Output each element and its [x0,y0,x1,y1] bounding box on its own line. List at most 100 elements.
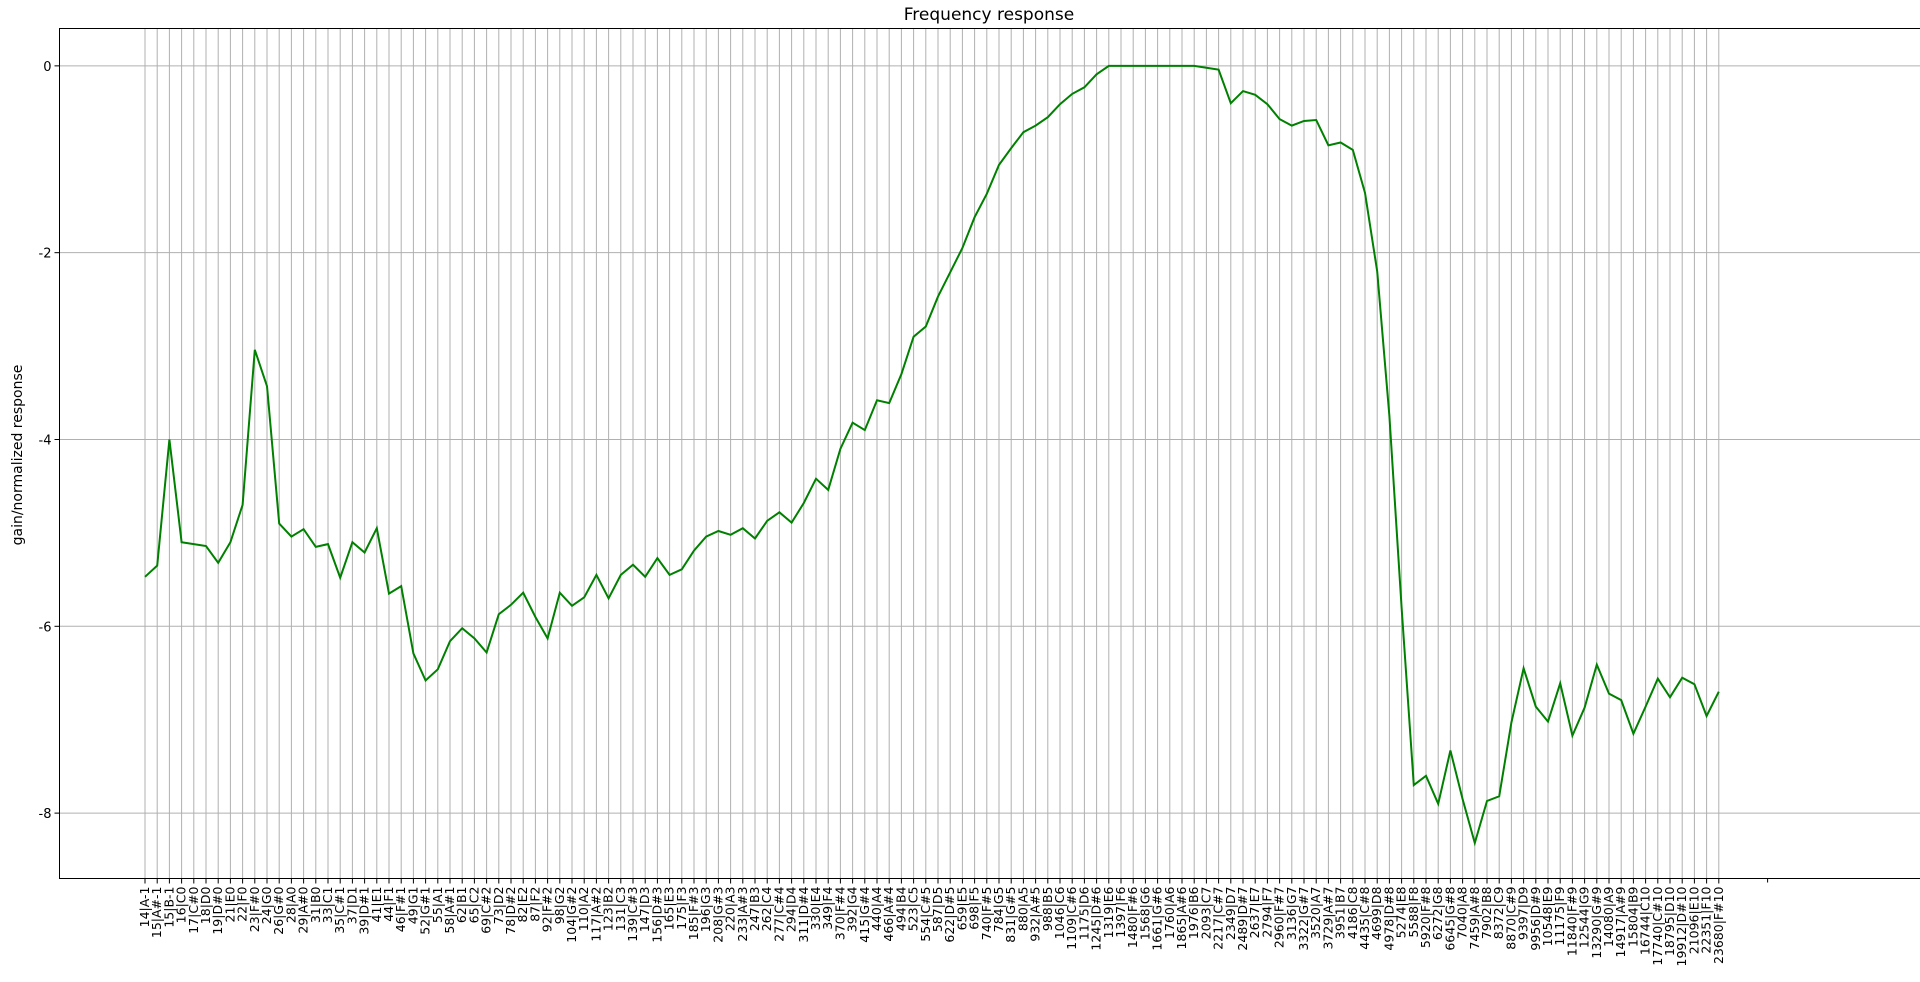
x-tick-label: 28|A0 [283,886,298,923]
y-tick-label: 0 [43,60,51,75]
x-tick-label: 5920|F#8 [1418,886,1433,948]
x-tick-label: 6645|G#8 [1442,886,1457,950]
x-tick-label: 18|D0 [198,886,213,924]
series-line [144,64,1720,847]
x-tick-label: 1865|A#6 [1174,886,1189,949]
x-tick-label: 22351|F10 [1699,886,1714,953]
x-tick-label: 494|B4 [893,886,908,931]
x-tick-label: 1760|A6 [1162,886,1177,939]
x-tick-label: 6272|G8 [1430,886,1445,940]
x-tick-label: 16|C0 [174,886,189,923]
x-tick-label: 39|D#1 [357,887,372,935]
x-tick-label: 2637|E7 [1247,887,1262,939]
x-tick-label: 311|D#4 [796,886,811,942]
x-tick-label: 2489|D#7 [1235,887,1250,951]
x-tick-label: 65|C2 [466,887,481,924]
x-tick-label: 1661|G#6 [1150,886,1165,950]
x-tick-label: 17|C#0 [186,886,201,933]
x-tick-label: 175|F3 [674,887,689,930]
x-tick-label: 196|G3 [698,887,713,933]
x-tick-label: 370|F#4 [832,886,847,940]
x-tick-label: 523|C5 [906,887,921,932]
x-tick-label: 1245|D#6 [1089,886,1104,950]
x-tick-label: 14080|A9 [1601,886,1616,947]
x-tick-label: 62|B1 [454,887,469,924]
x-tick-label: 117|A#2 [588,887,603,942]
x-tick-label: 49|G1 [405,887,420,925]
x-tick-label: 4435|C#8 [1357,886,1372,949]
grid-lines [59,28,1920,879]
x-tick-label: 98|G2 [552,887,567,925]
x-tick-label: 19912|D#10 [1674,886,1689,966]
x-tick-label: 440|A4 [869,886,884,931]
x-tick-label: 10548|E9 [1540,886,1555,946]
x-tick-label: 9397|D9 [1516,886,1531,940]
y-tick-label: -2 [39,247,52,262]
x-tick-label: 3322|G#7 [1296,887,1311,951]
x-tick-label: 29|A#0 [296,886,311,933]
x-tick-label: 7902|B8 [1479,886,1494,939]
plot-frame [59,28,1920,879]
x-tick-label: 3136|G7 [1284,887,1299,941]
x-tick-label: 35|C#1 [332,887,347,934]
x-tick-label: 415|G#4 [857,886,872,942]
x-tick-label: 659|E5 [954,887,969,931]
x-tick-label: 78|D#2 [503,887,518,935]
y-axis-ticks: 0 -2 -4 -6 -8 [39,60,60,822]
x-tick-label: 52|G#1 [418,887,433,935]
x-tick-label: 1976|B6 [1186,886,1201,939]
x-tick-label: 37|D1 [344,887,359,925]
x-tick-label: 92|F#2 [540,887,555,933]
x-tick-label: 554|C#5 [918,887,933,942]
x-tick-label: 277|C#4 [771,886,786,941]
x-tick-label: 3520|A7 [1308,887,1323,940]
x-tick-label: 15|B-1 [161,887,176,928]
x-tick-label: 33|C1 [320,887,335,924]
x-tick-label: 1480|F#6 [1125,886,1140,948]
x-tick-label: 18795|D10 [1662,886,1677,956]
x-tick-label: 7040|A8 [1455,886,1470,939]
x-tick-label: 24|G0 [259,886,274,924]
x-tick-label: 21|E0 [222,886,237,922]
x-tick-label: 82|E2 [515,887,530,923]
x-tick-label: 8870|C#9 [1503,886,1518,949]
x-tick-label: 73|D2 [491,887,506,925]
x-tick-label: 1568|G6 [1137,886,1152,940]
x-tick-label: 392|G4 [845,886,860,932]
x-tick-label: 2093|C7 [1198,887,1213,940]
x-tick-label: 330|E4 [808,886,823,930]
y-tick-label: -6 [39,620,52,635]
x-tick-label: 104|G#2 [564,887,579,943]
x-tick-label: 69|C#2 [479,887,494,934]
x-tick-label: 147|D3 [637,887,652,933]
x-tick-label: 698|F5 [967,887,982,930]
x-tick-label: 23680|F#10 [1711,886,1726,964]
x-tick-label: 2794|F7 [1259,887,1274,938]
x-tick-label: 185|F#3 [686,887,701,941]
x-tick-label: 23|F#0 [247,886,262,932]
x-tick-label: 21096|E10 [1686,886,1701,954]
x-tick-label: 11175|F9 [1552,886,1567,945]
x-tick-label: 4186|C8 [1345,886,1360,939]
x-tick-label: 87|F2 [527,887,542,922]
x-tick-label: 8372|C9 [1491,886,1506,939]
x-tick-label: 41|E1 [369,887,384,923]
x-tick-label: 1397|F6 [1113,886,1128,937]
x-tick-label: 14|A-1 [137,887,152,928]
x-tick-label: 15|A#-1 [149,887,164,939]
x-tick-label: 110|A2 [576,887,591,932]
x-tick-label: 1175|D6 [1076,886,1091,940]
x-tick-label: 220|A3 [723,887,738,932]
chart-title: Frequency response [904,5,1074,25]
x-tick-label: 466|A#4 [881,886,896,941]
x-tick-label: 784|G5 [991,887,1006,933]
x-tick-label: 55|A1 [430,887,445,924]
x-tick-label: 44|F1 [381,887,396,922]
x-tick-label: 131|C3 [613,887,628,932]
x-tick-label: 11840|F#9 [1564,886,1579,956]
x-tick-label: 156|D#3 [649,887,664,943]
x-tick-label: 16744|C10 [1638,886,1653,955]
x-tick-label: 233|A#3 [735,887,750,942]
x-tick-label: 1046|C6 [1052,886,1067,939]
